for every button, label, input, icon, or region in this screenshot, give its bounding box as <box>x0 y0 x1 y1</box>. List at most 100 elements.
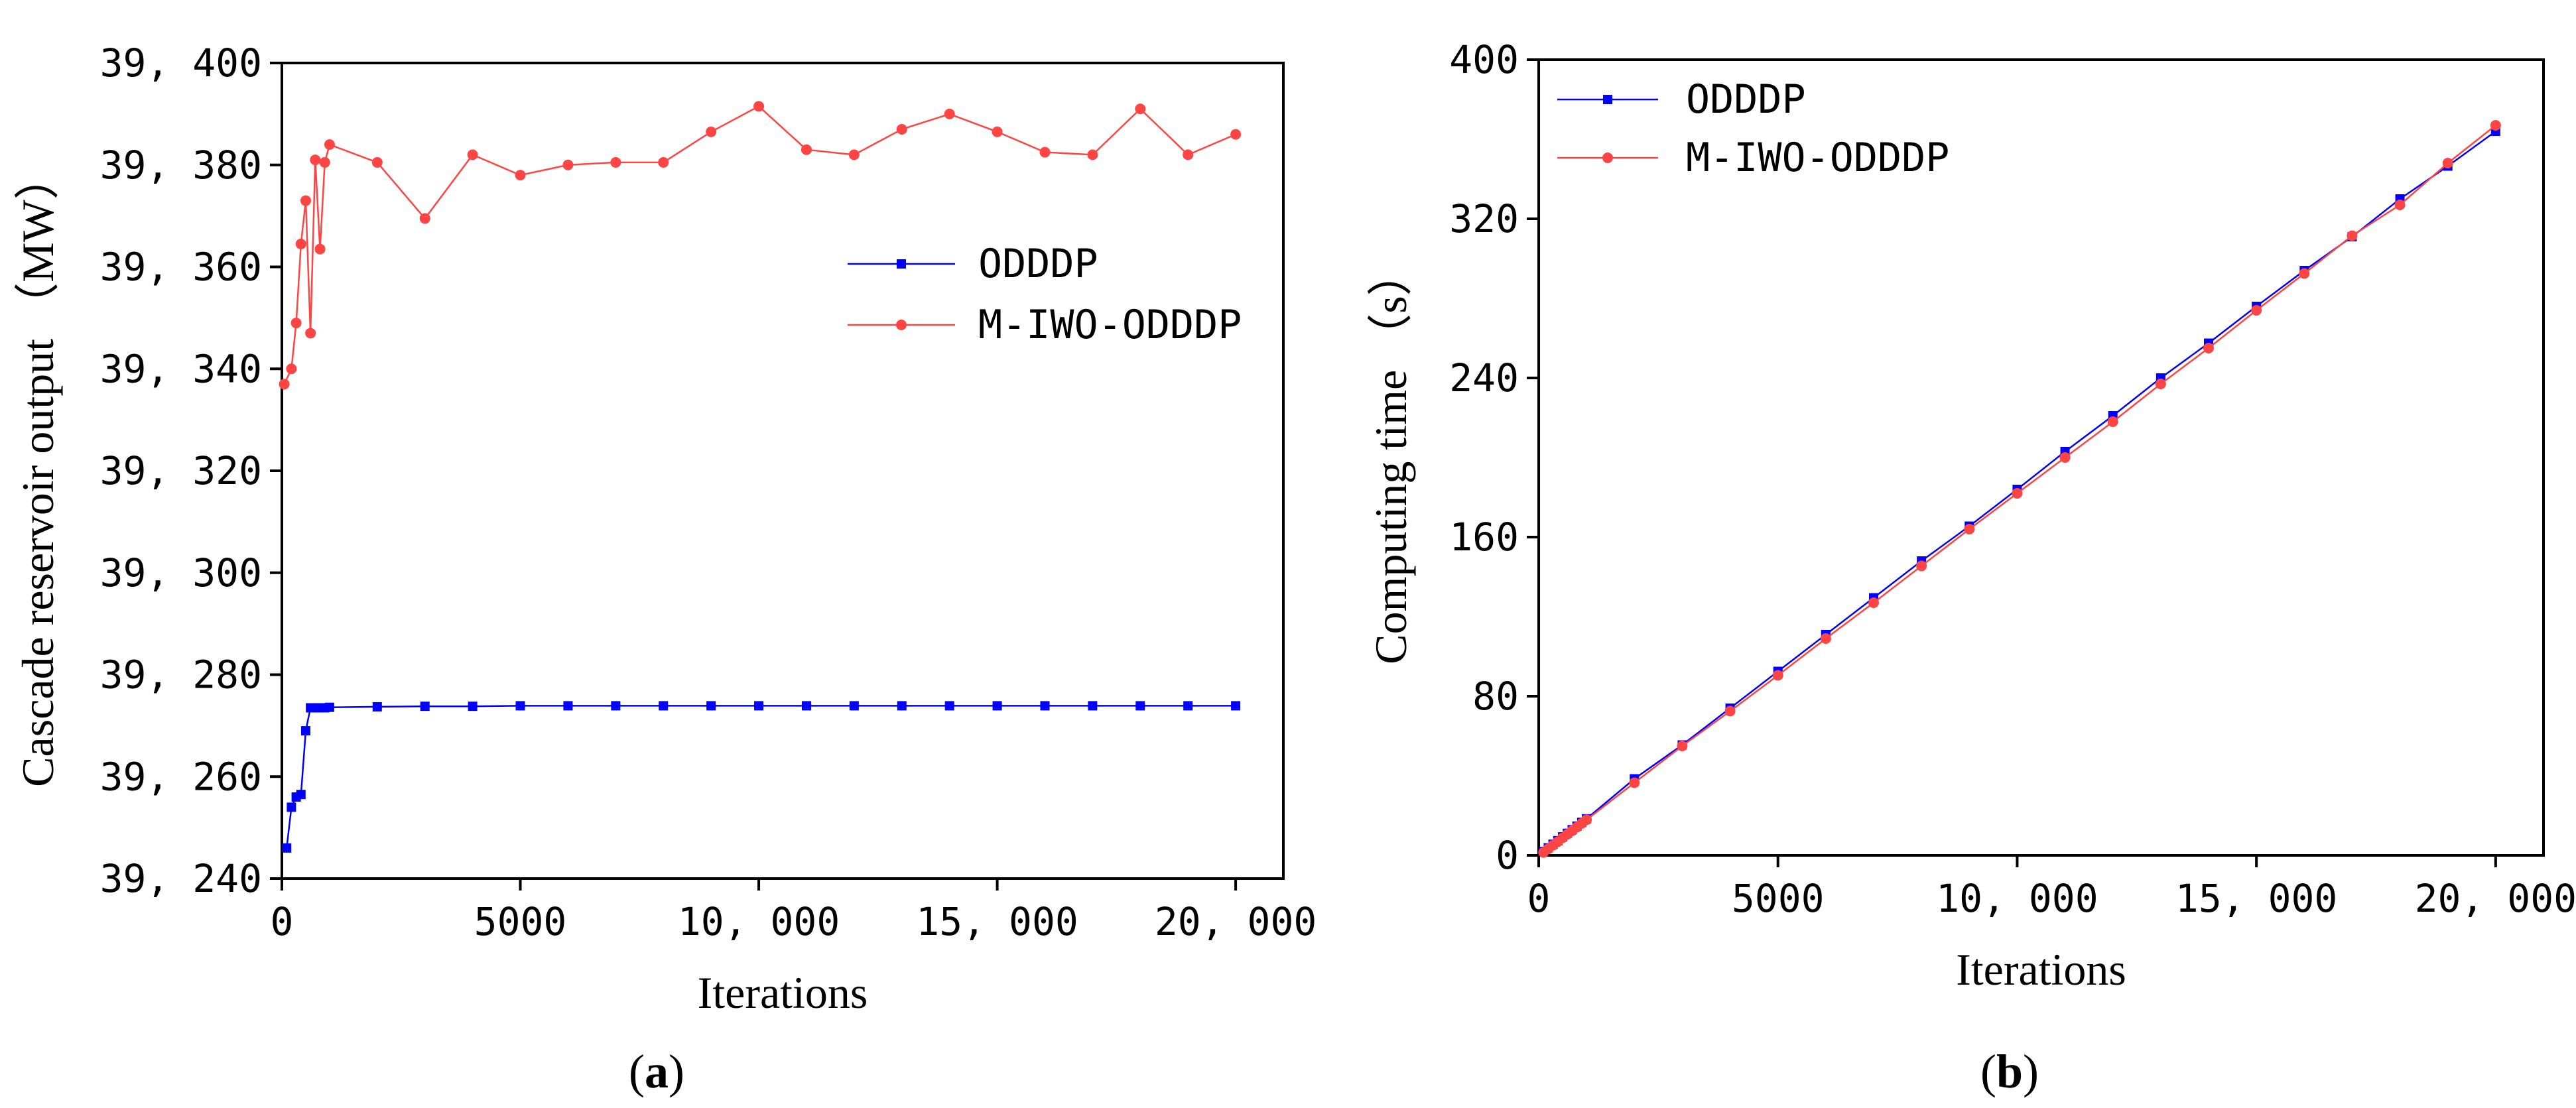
data-point <box>1135 103 1146 115</box>
data-point <box>706 126 717 137</box>
data-point <box>2299 268 2310 279</box>
data-point <box>1677 741 1688 751</box>
data-point <box>1916 560 1927 572</box>
data-point <box>1230 129 1242 140</box>
data-point <box>562 159 574 170</box>
data-point <box>371 156 383 168</box>
data-point <box>2394 200 2406 210</box>
data-point <box>1964 524 1975 534</box>
data-point <box>849 701 859 711</box>
x-axis-title: Iterations <box>1956 944 2126 995</box>
y-tick-label: 39, 260 <box>100 754 262 799</box>
y-tick-label: 39, 340 <box>100 346 262 391</box>
data-point <box>286 363 297 375</box>
y-tick-label: 400 <box>1449 37 1519 82</box>
x-tick-label: 20, 000 <box>2415 876 2576 921</box>
y-tick-label: 240 <box>1449 355 1519 400</box>
y-tick-label: 39, 300 <box>100 550 262 595</box>
data-point <box>1087 149 1098 160</box>
data-point <box>515 170 526 181</box>
data-point <box>2490 120 2501 131</box>
data-point <box>2107 416 2118 427</box>
y-tick-label: 320 <box>1449 196 1519 241</box>
legend-label: ODDDP <box>978 241 1098 287</box>
x-tick-label: 0 <box>1527 876 1551 921</box>
series-line-odddp <box>285 705 1236 849</box>
legend-label: M-IWO-ODDDP <box>1686 135 1949 181</box>
data-point <box>2059 452 2071 463</box>
data-point <box>801 701 811 711</box>
plot-frame <box>281 62 1285 880</box>
data-point <box>753 101 765 112</box>
legend-marker <box>897 259 906 269</box>
data-point <box>658 156 669 168</box>
y-tick-label: 39, 280 <box>100 652 262 698</box>
x-tick-label: 5000 <box>474 899 567 944</box>
data-point <box>310 154 321 166</box>
data-point <box>2442 158 2453 168</box>
data-point <box>1581 814 1592 826</box>
data-point <box>2203 343 2214 353</box>
data-point <box>1231 701 1241 711</box>
chart-b: 0 80 160 240 320 400 0 5000 10, 000 15, 000 20, 00… <box>1366 37 2576 1098</box>
y-tick-label: 39, 380 <box>100 143 262 188</box>
legend-marker <box>1603 95 1612 104</box>
data-point <box>468 702 478 711</box>
y-axis-title: Cascade reservoir output （MW） <box>13 154 63 787</box>
panel-label: (b) <box>1980 1045 2039 1098</box>
y-tick-label: 39, 400 <box>100 40 262 86</box>
data-point <box>300 726 310 736</box>
y-tick-label: 80 <box>1472 674 1519 719</box>
y-tick-label: 39, 320 <box>100 448 262 493</box>
data-point <box>305 328 316 339</box>
y-tick-label: 39, 360 <box>100 245 262 290</box>
y-tick-label: 160 <box>1449 515 1519 560</box>
plot-frame <box>1537 58 2545 857</box>
x-tick-label: 15, 000 <box>2175 876 2337 921</box>
data-point <box>467 149 478 160</box>
x-tick-label: 0 <box>271 899 294 944</box>
data-point <box>896 123 907 135</box>
data-point <box>754 701 764 711</box>
data-point <box>992 701 1002 711</box>
data-point <box>1629 777 1640 788</box>
x-tick-label: 20, 000 <box>1155 899 1317 944</box>
data-point <box>319 156 330 168</box>
data-point <box>1183 149 1194 160</box>
data-point <box>944 108 955 119</box>
panel-label: (a) <box>629 1045 684 1098</box>
data-point <box>2251 305 2262 316</box>
data-point <box>1868 597 1879 608</box>
data-point <box>1040 701 1050 711</box>
legend-marker <box>896 320 907 330</box>
x-tick-label: 5000 <box>1732 876 1825 921</box>
legend-label: M-IWO-ODDDP <box>978 302 1242 348</box>
data-point <box>419 213 430 224</box>
data-point <box>1039 147 1051 158</box>
data-point <box>1820 633 1831 644</box>
x-tick-label: 10, 000 <box>678 899 840 944</box>
data-point <box>992 126 1003 137</box>
x-tick-label: 15, 000 <box>916 899 1078 944</box>
data-point <box>324 139 335 150</box>
legend-marker <box>1602 153 1613 163</box>
data-point <box>300 195 311 206</box>
data-point <box>944 701 954 711</box>
data-point <box>1088 701 1098 711</box>
data-point <box>1135 701 1145 711</box>
data-point <box>1183 701 1193 711</box>
data-point <box>563 701 573 711</box>
data-point <box>420 702 430 711</box>
x-tick-label: 10, 000 <box>1936 876 2098 921</box>
x-axis-title: Iterations <box>698 967 868 1018</box>
data-point <box>2012 488 2023 499</box>
data-point <box>897 701 907 711</box>
data-point <box>282 843 292 853</box>
data-point <box>2347 230 2358 241</box>
data-point <box>295 238 306 249</box>
chart-a: 39, 240 39, 260 39, 280 39, 300 39, 320 39, 3… <box>13 40 1317 1098</box>
y-tick-label: 39, 240 <box>100 856 262 901</box>
data-point <box>848 149 860 160</box>
data-point <box>2155 379 2166 389</box>
